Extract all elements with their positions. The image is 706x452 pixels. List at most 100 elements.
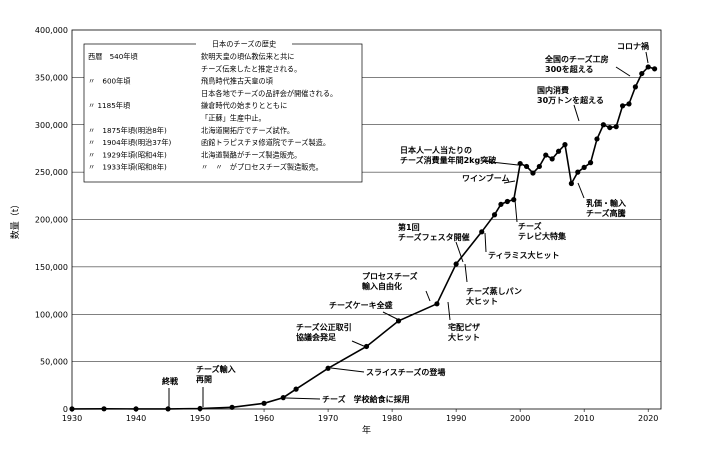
history-text: 北海道開拓庁でチーズ試作。	[201, 126, 294, 135]
x-tick-label: 2020	[638, 414, 658, 423]
history-text: 〃 〃 がプロセスチーズ製造販売。	[201, 163, 323, 172]
annotation-leader	[425, 290, 431, 302]
history-text: 「正蘇」生産中止。	[201, 114, 266, 123]
history-title-bg	[196, 38, 292, 49]
annotation-line: チーズ消費量年間2kg突破	[400, 155, 496, 165]
annotation-line: チーズ公正取引	[296, 322, 352, 332]
data-point	[562, 142, 568, 148]
annotation-line: チーズケーキ全盛	[329, 300, 393, 310]
annotation-label: 終戦	[162, 376, 179, 386]
history-date: 〃 1904年頃(明治37年)	[88, 138, 172, 147]
y-tick-label: 200,000	[35, 216, 68, 225]
data-point	[645, 64, 651, 70]
y-tick-label: 150,000	[35, 263, 68, 272]
annotation-label: 日本人一人当たりのチーズ消費量年間2kg突破	[400, 145, 496, 165]
annotation-line: チーズ高騰	[586, 208, 627, 218]
data-point	[479, 229, 485, 235]
x-tick-label: 1930	[62, 414, 82, 423]
data-point	[229, 404, 235, 410]
data-point	[434, 301, 440, 307]
data-point	[632, 84, 638, 90]
data-point	[363, 343, 370, 350]
annotation-line: 全国のチーズ工房	[544, 54, 609, 64]
annotation-leader	[455, 241, 464, 263]
data-point	[536, 163, 542, 170]
data-point	[453, 261, 459, 267]
data-point	[133, 406, 139, 412]
history-text: 日本各地でチーズの品評会が開催される。	[201, 89, 337, 98]
annotation-leader	[351, 340, 367, 348]
data-point	[587, 160, 594, 166]
annotation-line: 宅配ピザ	[448, 322, 480, 332]
annotation-line: コロナ禍	[617, 41, 649, 51]
data-point	[504, 198, 510, 205]
history-text: 函館トラピスチヌ修道院でチーズ製造。	[201, 138, 330, 147]
annotation-line: 国内消費	[537, 85, 569, 95]
annotation-line: スライスチーズの登場	[366, 367, 445, 377]
x-axis-tick-labels: 1930 1940 1950 1960 1970 1980 1990 2000 2010 2020	[62, 409, 658, 423]
data-point	[639, 70, 645, 77]
annotation-label: ティラミス大ヒット	[488, 250, 560, 260]
y-tick-label: 400,000	[35, 26, 68, 35]
annotation-leader	[514, 199, 518, 223]
annotation-line: 再開	[196, 375, 212, 384]
x-tick-label: 2010	[574, 414, 594, 423]
annotation-leader	[382, 311, 398, 320]
annotation-line: 輸入自由化	[362, 281, 402, 291]
data-point	[101, 406, 107, 412]
annotation-line: 終戦	[162, 376, 179, 386]
data-point	[575, 169, 581, 175]
history-title: 日本のチーズの歴史	[212, 40, 276, 49]
annotation-leaders	[168, 51, 649, 407]
data-point	[568, 180, 574, 187]
data-point	[293, 386, 299, 392]
history-date: 西暦 540年頃	[88, 52, 138, 61]
annotation-leader	[447, 301, 451, 321]
annotation-leader	[503, 180, 516, 184]
plot-frame	[71, 29, 662, 410]
y-tick-label: 250,000	[35, 168, 68, 177]
annotation-line: チーズ輸入	[196, 364, 236, 374]
annotation-label: スライスチーズの登場	[366, 367, 445, 377]
y-tick-label: 100,000	[35, 310, 68, 319]
annotation-line: 日本人一人当たりの	[400, 145, 472, 155]
data-point	[626, 101, 632, 107]
data-point	[523, 163, 530, 170]
x-tick-label: 1980	[382, 414, 402, 423]
y-tick-label: 0	[63, 405, 68, 414]
annotation-leader	[577, 182, 585, 199]
annotation-label: 乳価・輸入チーズ高騰	[586, 198, 627, 218]
x-tick-label: 2000	[510, 414, 530, 423]
data-point	[607, 124, 613, 131]
y-axis-tick-labels: 0 50,000 100,000 150,000 200,000 250,000 300,0…	[35, 26, 68, 414]
annotation-line: ティラミス大ヒット	[488, 250, 560, 260]
history-date: 〃 1933年頃(昭和8年)	[88, 163, 167, 172]
y-axis-title: 数量（t）	[9, 200, 21, 240]
y-tick-label: 300,000	[35, 121, 68, 130]
history-box-frame	[83, 43, 363, 183]
data-point	[165, 406, 171, 412]
data-point	[261, 400, 267, 406]
annotation-leader	[645, 51, 649, 64]
data-point	[600, 122, 606, 128]
annotation-label: チーズテレビ大特集	[518, 221, 567, 241]
annotation-label: チーズ蒸しパン大ヒット	[466, 286, 522, 306]
data-point	[555, 148, 562, 154]
annotation-leader	[573, 104, 580, 122]
annotation-label: ワインブーム	[462, 173, 510, 183]
annotation-label: チーズ 学校給食に採用	[322, 394, 410, 404]
history-date: 〃 1875年頃(明治8年)	[88, 126, 167, 135]
data-point	[69, 406, 75, 412]
history-text: チーズ伝来したと推定される。	[201, 64, 301, 73]
annotation-line: 30万トンを超える	[537, 95, 604, 105]
history-text: 欽明天皇の頃仏教伝来と共に	[201, 52, 294, 61]
x-tick-label: 1960	[254, 414, 274, 423]
annotation-line: テレビ大特集	[518, 231, 567, 241]
x-tick-label: 1950	[190, 414, 210, 423]
data-point	[530, 170, 536, 176]
annotation-line: チーズ 学校給食に採用	[322, 394, 410, 404]
annotation-label: 国内消費 30万トンを超える	[537, 85, 604, 105]
